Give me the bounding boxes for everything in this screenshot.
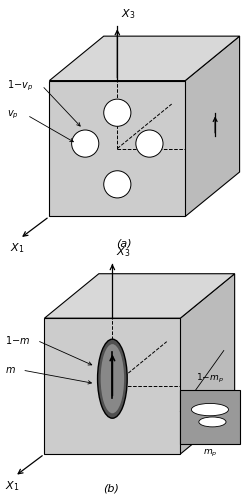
Ellipse shape [199, 417, 226, 427]
Text: $1{-}m_p$: $1{-}m_p$ [196, 372, 224, 385]
Circle shape [72, 130, 99, 157]
Circle shape [136, 130, 163, 157]
Polygon shape [185, 36, 240, 216]
Text: $X_3$: $X_3$ [116, 245, 130, 259]
Ellipse shape [98, 339, 127, 418]
Polygon shape [180, 274, 235, 454]
Text: $v_p$: $v_p$ [7, 109, 19, 122]
Polygon shape [44, 318, 180, 454]
Ellipse shape [101, 344, 124, 414]
Text: (b): (b) [103, 484, 119, 494]
Text: $X_1$: $X_1$ [10, 241, 24, 255]
Text: 0: 0 [115, 390, 121, 400]
Text: 0: 0 [120, 152, 126, 162]
Polygon shape [180, 390, 240, 444]
Text: $m$: $m$ [5, 365, 16, 375]
Text: $1{-}v_p$: $1{-}v_p$ [7, 78, 34, 92]
Polygon shape [44, 274, 235, 318]
Circle shape [104, 99, 131, 126]
Polygon shape [49, 36, 240, 80]
Polygon shape [49, 80, 185, 216]
Text: $1{-}m$: $1{-}m$ [5, 334, 30, 346]
Text: $X_3$: $X_3$ [121, 8, 135, 22]
Text: (a): (a) [116, 238, 131, 248]
Text: $m_p$: $m_p$ [203, 448, 217, 459]
Circle shape [104, 171, 131, 198]
Text: $X_1$: $X_1$ [5, 478, 20, 492]
Ellipse shape [191, 404, 228, 416]
